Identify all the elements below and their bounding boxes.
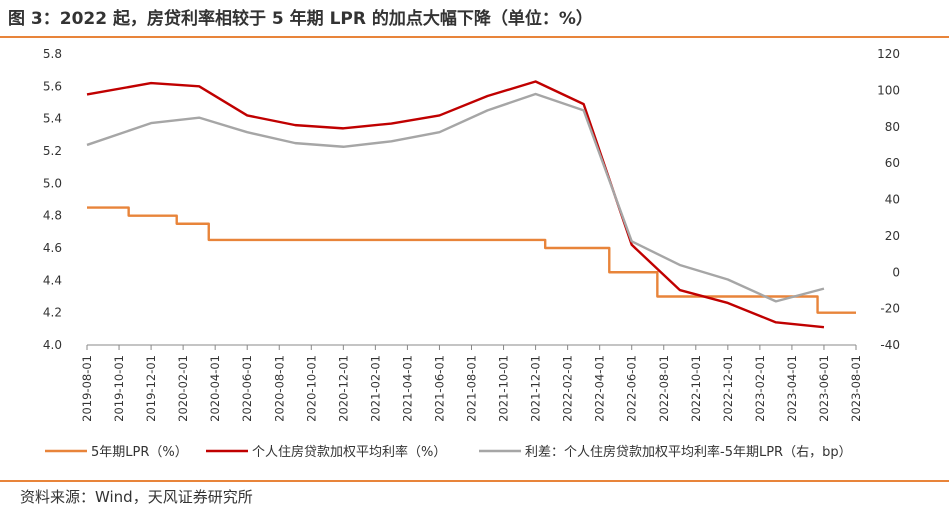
y-right-tick-label: -40 (880, 338, 900, 352)
y-left-tick-label: 4.2 (43, 306, 62, 320)
x-tick-label: 2022-04-01 (593, 355, 607, 422)
x-tick-label: 2021-12-01 (529, 355, 543, 422)
legend-label: 利差：个人住房贷款加权平均利率-5年期LPR（右，bp） (525, 444, 852, 460)
y-right-tick-label: 100 (877, 83, 900, 97)
y-right-tick-label: 40 (885, 193, 900, 207)
x-tick-label: 2023-02-01 (753, 355, 767, 422)
x-tick-label: 2023-06-01 (817, 355, 831, 422)
x-tick-label: 2022-06-01 (625, 355, 639, 422)
figure-title: 图 3：2022 起，房贷利率相较于 5 年期 LPR 的加点大幅下降（单位：%… (8, 9, 593, 29)
y-left-tick-label: 5.6 (43, 79, 62, 93)
y-right-tick-label: 60 (885, 156, 900, 170)
x-tick-label: 2021-10-01 (497, 355, 511, 422)
x-tick-label: 2019-12-01 (144, 355, 158, 422)
x-tick-label: 2020-04-01 (208, 355, 222, 422)
y-right-tick-label: 20 (885, 229, 900, 243)
y-left-tick-label: 4.6 (43, 241, 62, 255)
x-tick-label: 2022-10-01 (689, 355, 703, 422)
source-note: 资料来源：Wind，天风证券研究所 (20, 488, 253, 506)
x-tick-label: 2020-02-01 (176, 355, 190, 422)
x-tick-label: 2020-12-01 (336, 355, 350, 422)
x-tick-label: 2022-08-01 (657, 355, 671, 422)
x-tick-label: 2020-10-01 (304, 355, 318, 422)
y-left-tick-label: 5.8 (43, 47, 62, 61)
y-left-tick-label: 4.4 (43, 273, 62, 287)
x-tick-label: 2022-02-01 (561, 355, 575, 422)
x-tick-label: 2020-08-01 (272, 355, 286, 422)
x-tick-label: 2023-04-01 (785, 355, 799, 422)
y-left-tick-label: 5.4 (43, 112, 62, 126)
series-mortgage-rate-line (86, 80, 825, 329)
x-tick-label: 2019-08-01 (80, 355, 94, 422)
top-divider (0, 36, 949, 38)
series-spread-line (86, 92, 825, 303)
x-tick-label: 2021-08-01 (465, 355, 479, 422)
axes-group: 4.0 4.2 4.4 4.6 4.8 5.0 5.2 5.4 5.6 5.8 -40 -20 0 20 4… (43, 47, 900, 422)
y-right-tick-label: 120 (877, 47, 900, 61)
y-left-tick-label: 4.8 (43, 209, 62, 223)
series-group (86, 80, 856, 329)
bottom-divider (0, 480, 949, 482)
legend-label: 个人住房贷款加权平均利率（%） (252, 444, 446, 460)
y-left-tick-label: 5.2 (43, 144, 62, 158)
x-tick-label: 2021-06-01 (432, 355, 446, 422)
x-tick-label: 2022-12-01 (721, 355, 735, 422)
legend: 5年期LPR（%） 个人住房贷款加权平均利率（%） 利差：个人住房贷款加权平均利率-… (45, 444, 852, 460)
x-tick-label: 2021-02-01 (368, 355, 382, 422)
y-right-tick-label: -20 (880, 302, 900, 316)
y-left-tick-label: 5.0 (43, 176, 62, 190)
line-chart: 4.0 4.2 4.4 4.6 4.8 5.0 5.2 5.4 5.6 5.8 -40 -20 0 20 4… (43, 47, 900, 460)
x-tick-label: 2021-04-01 (400, 355, 414, 422)
legend-label: 5年期LPR（%） (91, 445, 188, 460)
x-tick-label: 2019-10-01 (112, 355, 126, 422)
y-left-tick-label: 4.0 (43, 338, 62, 352)
x-tick-label: 2023-08-01 (849, 355, 863, 422)
y-right-tick-label: 80 (885, 120, 900, 134)
y-right-tick-label: 0 (892, 265, 900, 279)
series-lpr-line (87, 206, 856, 314)
x-tick-label: 2020-06-01 (240, 355, 254, 422)
